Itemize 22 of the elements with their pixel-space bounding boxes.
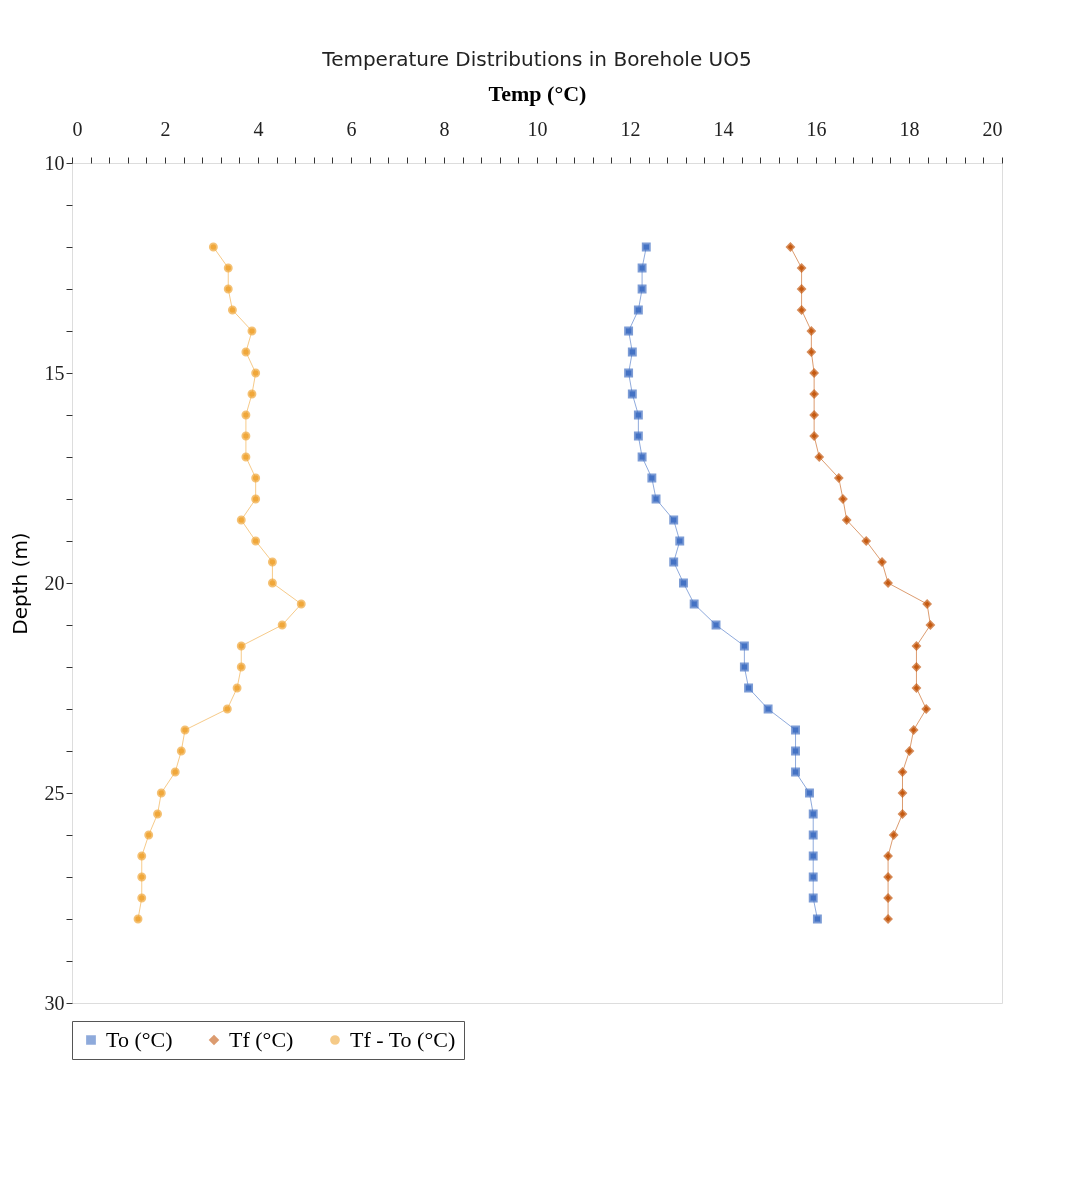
x-tick-label: 12 — [620, 117, 641, 140]
x-tick-label: 14 — [713, 117, 734, 140]
y-tick-label: 15 — [44, 361, 65, 384]
legend-label: Tf (°C) — [229, 1027, 294, 1052]
y-tick-label: 25 — [44, 781, 65, 804]
x-tick-label: 4 — [253, 117, 264, 140]
legend-label: Tf - To (°C) — [350, 1027, 456, 1052]
y-tick-label: 10 — [44, 151, 65, 174]
x-tick-label: 0 — [72, 117, 83, 140]
x-tick-label: 8 — [439, 117, 450, 140]
x-tick-label: 20 — [982, 117, 1003, 140]
x-tick-label: 18 — [899, 117, 920, 140]
x-tick-label: 6 — [346, 117, 357, 140]
x-tick-label: 10 — [527, 117, 548, 140]
x-tick-label: 16 — [806, 117, 827, 140]
y-axis-title: Depth (m) — [7, 532, 32, 635]
y-tick-label: 30 — [44, 991, 65, 1014]
chart-title: Temperature Distributions in Borehole UO5 — [321, 47, 752, 71]
x-tick-label: 2 — [160, 117, 171, 140]
x-axis-title: Temp (°C) — [488, 80, 587, 106]
legend-label: To (°C) — [106, 1027, 173, 1052]
y-tick-label: 20 — [44, 571, 65, 594]
